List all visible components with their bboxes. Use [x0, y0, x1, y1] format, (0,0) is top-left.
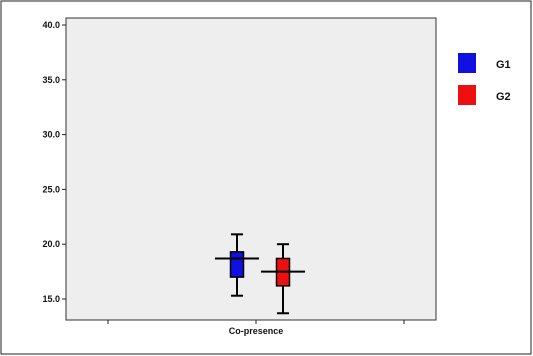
- y-tick-label: 20.0: [42, 239, 60, 249]
- y-tick-label: 30.0: [42, 130, 60, 140]
- y-tick-label: 15.0: [42, 294, 60, 304]
- legend-label-g1: G1: [496, 59, 511, 71]
- legend: G1 G2: [458, 53, 511, 105]
- y-axis: 15.0 20.0 25.0 30.0 35.0 40.0: [42, 20, 66, 304]
- box-g2: [261, 243, 305, 315]
- y-tick-label: 40.0: [42, 20, 60, 30]
- box-body: [229, 251, 245, 278]
- legend-swatch-g1: [458, 53, 476, 73]
- box-g1: [215, 233, 259, 297]
- legend-label-g2: G2: [496, 91, 511, 103]
- box-series: [215, 233, 305, 315]
- y-tick-label: 35.0: [42, 75, 60, 85]
- x-category-label: Co-presence: [229, 326, 284, 336]
- x-axis: Co-presence: [107, 320, 405, 336]
- y-tick-label: 25.0: [42, 184, 60, 194]
- legend-swatch-g2: [458, 85, 476, 105]
- plot-area: [65, 17, 437, 321]
